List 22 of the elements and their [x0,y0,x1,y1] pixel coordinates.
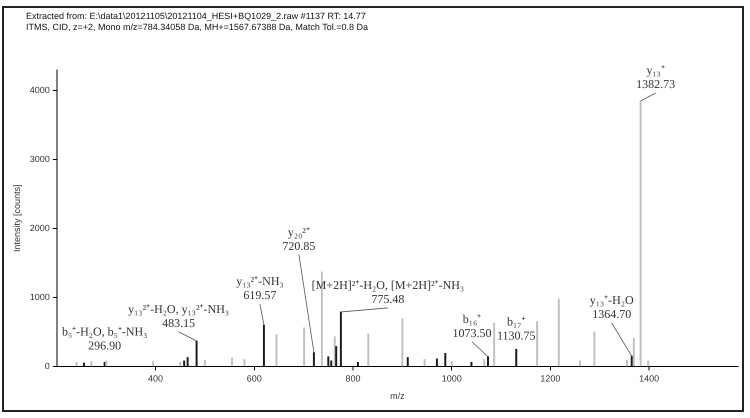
y-tick-label: 2000 [30,223,50,234]
y-axis-title: Intensity [counts] [12,184,22,252]
x-tick-label: 400 [148,373,164,384]
y-tick-label: 3000 [30,154,50,164]
x-tick-label: 600 [246,373,262,384]
annotation: [M+2H]²⁺-H₂O, [M+2H]²⁺-NH₃ 775.48 [312,278,464,306]
x-axis-title: m/z [390,391,406,402]
annotation: y₂₀²⁺ 720.85 [282,224,316,253]
x-tick-label: 800 [345,373,360,384]
x-tick-label: 1400 [639,373,660,384]
x-tick-label: 1200 [540,373,560,384]
annotation: y₁₃⁺ 1382.73 [636,63,676,92]
annotation: b₁₇⁺ 1130.75 [496,314,536,342]
chart-subtitle: ITMS, CID, z=+2, Mono m/z=784.34058 Da, MH+=1567.67388 Da, Match Tol.=0.8 Da [26,22,368,33]
x-tick-label: 1000 [442,373,462,384]
annotation: y₁₃²⁺-NH₃ 619.57 [236,274,284,302]
annotation: y₁₃⁺-H₂O 1364.70 [590,293,634,322]
y-tick-label: 1000 [30,292,50,302]
y-tick-label: 4000 [30,85,50,96]
annotation: b₁₆⁺ 1073.50 [452,312,492,340]
chart-title: Extracted from: E:\data1\20121105\20121104_HESI+BQ1029_2.raw #1137 RT: 14.77 [26,11,367,22]
y-tick-label: 0 [44,360,50,371]
